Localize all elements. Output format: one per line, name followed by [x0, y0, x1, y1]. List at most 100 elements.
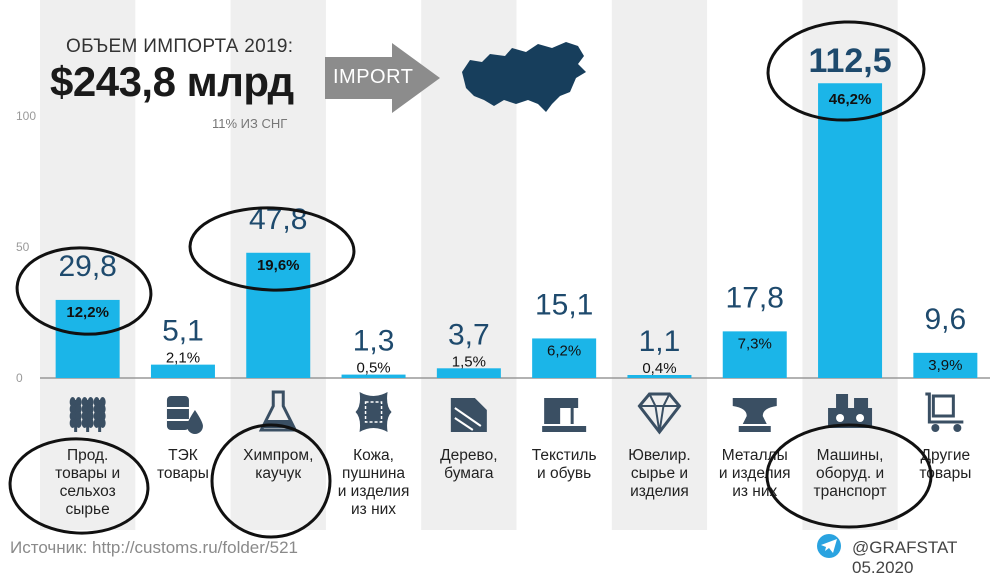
- annotation-circle: [210, 423, 332, 539]
- annotation-circle: [15, 246, 153, 336]
- share-label: 7,3%: [738, 335, 772, 352]
- icon-shape: [542, 426, 587, 432]
- category-label: сырье: [66, 501, 110, 518]
- share-label: 0,4%: [642, 360, 676, 377]
- decor-group: [325, 42, 841, 558]
- category-label: Прод.: [67, 447, 108, 464]
- icon-shape: [836, 414, 845, 422]
- icon-shape: [99, 418, 106, 428]
- icon-shape: [87, 411, 94, 421]
- wood-paper-icon: [450, 398, 487, 432]
- category-label: сырье и: [631, 465, 688, 482]
- machine-icon: [828, 394, 873, 428]
- icon-shape: [69, 411, 76, 421]
- category-label: Текстиль: [532, 447, 597, 464]
- telegram-plane: [821, 539, 837, 553]
- icon-shape: [93, 404, 100, 414]
- category-labels-group: Прод.товары исельхозсырьеТЭКтоварыХимпро…: [55, 447, 971, 518]
- category-label: каучук: [255, 465, 301, 482]
- icon-shape: [836, 394, 849, 408]
- annotation-circle: [766, 20, 926, 122]
- icon-shape: [75, 397, 82, 407]
- icon-shape: [81, 418, 88, 428]
- icon-shape: [87, 397, 94, 407]
- icon-shape: [75, 404, 82, 414]
- icon-shape: [931, 424, 940, 432]
- sewing-machine-icon: [542, 398, 587, 432]
- icon-shape: [69, 404, 76, 414]
- icon-shape: [828, 408, 873, 428]
- bar: [246, 252, 311, 378]
- share-label: 2,1%: [166, 350, 200, 367]
- icon-shape: [81, 404, 88, 414]
- category-label: товары: [919, 465, 971, 482]
- bar: [722, 331, 787, 378]
- bars-group: [55, 83, 978, 378]
- icon-shape: [75, 411, 82, 421]
- oil-barrel-icon: [166, 396, 203, 434]
- bar: [341, 374, 406, 378]
- icon-shape: [93, 397, 100, 407]
- source-note: Источник: http://customs.ru/folder/521: [10, 538, 299, 557]
- value-label: 1,1: [639, 325, 681, 358]
- column-band: [611, 0, 708, 530]
- value-label: 1,3: [353, 325, 395, 358]
- icon-shape: [87, 404, 94, 414]
- icon-shape: [69, 418, 76, 428]
- category-label: товары: [157, 465, 209, 482]
- value-label: 5,1: [162, 315, 204, 348]
- category-label: из них: [732, 483, 777, 500]
- labels-group: 05010029,812,2%5,12,1%47,819,6%1,30,5%3,…: [16, 42, 966, 385]
- subtitle-cis: 11% ИЗ СНГ: [212, 116, 288, 131]
- category-label: пушнина: [342, 465, 405, 482]
- annotation-circles: [8, 20, 933, 539]
- category-label: бумага: [444, 465, 494, 482]
- share-label: 0,5%: [356, 360, 390, 377]
- category-label: транспорт: [814, 483, 887, 500]
- leather-hide-icon: [355, 392, 392, 432]
- category-label: Другие: [921, 447, 971, 464]
- bar: [913, 352, 978, 378]
- icon-shape: [93, 411, 100, 421]
- icon-shape: [637, 392, 682, 435]
- icon-shape: [186, 410, 203, 434]
- bar: [627, 375, 692, 378]
- annotation-circle: [765, 423, 933, 529]
- icon-shape: [639, 393, 680, 433]
- category-label: Ювелир.: [628, 447, 690, 464]
- icon-shape: [364, 401, 383, 423]
- bar: [532, 338, 597, 378]
- icon-shape: [953, 424, 962, 432]
- icon-shape: [544, 398, 579, 424]
- share-label: 19,6%: [257, 257, 300, 274]
- icons-group: [69, 390, 964, 435]
- value-label: 15,1: [535, 288, 593, 321]
- category-label: изделия: [630, 483, 689, 500]
- icon-shape: [925, 392, 964, 424]
- bar: [818, 83, 883, 378]
- diamond-icon: [637, 392, 682, 435]
- icon-shape: [75, 418, 82, 428]
- share-label: 1,5%: [452, 353, 486, 370]
- category-label: и обувь: [537, 465, 591, 482]
- value-label: 112,5: [808, 42, 891, 80]
- category-label: Дерево,: [440, 447, 497, 464]
- title-total: $243,8 млрд: [50, 58, 294, 105]
- category-label: Химпром,: [243, 447, 313, 464]
- bar: [55, 299, 120, 378]
- icon-shape: [99, 397, 106, 407]
- cart-box-icon: [925, 392, 964, 432]
- share-label: 46,2%: [829, 91, 872, 108]
- icon-shape: [856, 414, 865, 422]
- annotation-circle: [8, 437, 150, 535]
- wheat-icon: [69, 397, 106, 432]
- value-label: 17,8: [726, 281, 784, 314]
- share-label: 6,2%: [547, 342, 581, 359]
- infographic: 0 50 100 29,8 12,2% 5,1 2,1% 47,8 19,6% 1,3 0,5% 3,…: [8, 0, 990, 577]
- category-label: Кожа,: [353, 447, 394, 464]
- y-tick-label: 0: [16, 371, 23, 385]
- y-tick-label: 50: [16, 240, 30, 254]
- import-arrow: [325, 43, 440, 113]
- category-label: ТЭК: [168, 447, 198, 464]
- share-label: 12,2%: [66, 304, 109, 321]
